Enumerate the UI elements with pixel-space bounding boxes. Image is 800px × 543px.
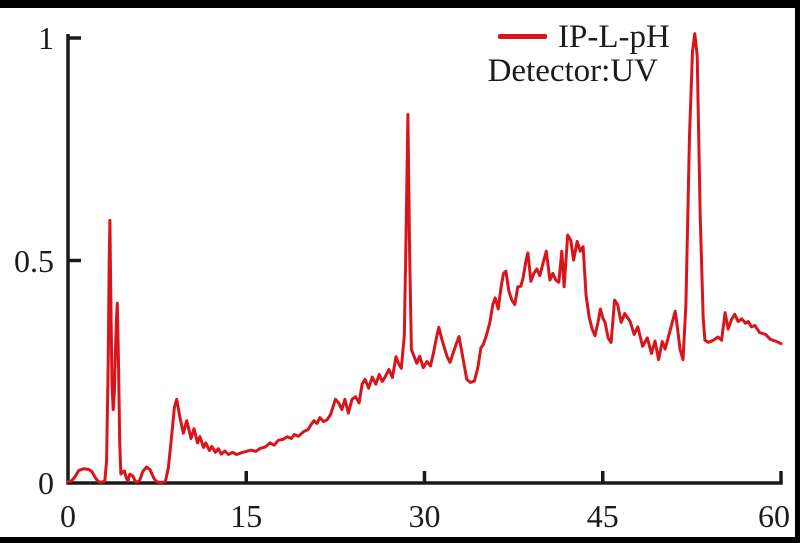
y-tick-label-1: 1 — [38, 20, 54, 56]
series-line — [66, 32, 783, 485]
legend-series-label: IP-L-pH — [558, 19, 670, 55]
x-tick-label-60: 60 — [758, 498, 790, 534]
x-tick-label-15: 15 — [230, 498, 263, 534]
x-tick-label-45: 45 — [586, 498, 619, 534]
axes — [66, 34, 783, 485]
detector-annotation: Detector:UV — [487, 53, 658, 89]
image-border-top — [0, 0, 800, 8]
x-tick-label-30: 30 — [408, 498, 441, 534]
y-tick-label-0.5: 0.5 — [14, 242, 54, 279]
image-border-bottom — [0, 537, 800, 543]
x-tick-label-0: 0 — [60, 498, 76, 534]
legend-line-sample — [498, 34, 547, 39]
y-tick-label-0: 0 — [38, 465, 54, 501]
image-border-right — [795, 0, 800, 543]
